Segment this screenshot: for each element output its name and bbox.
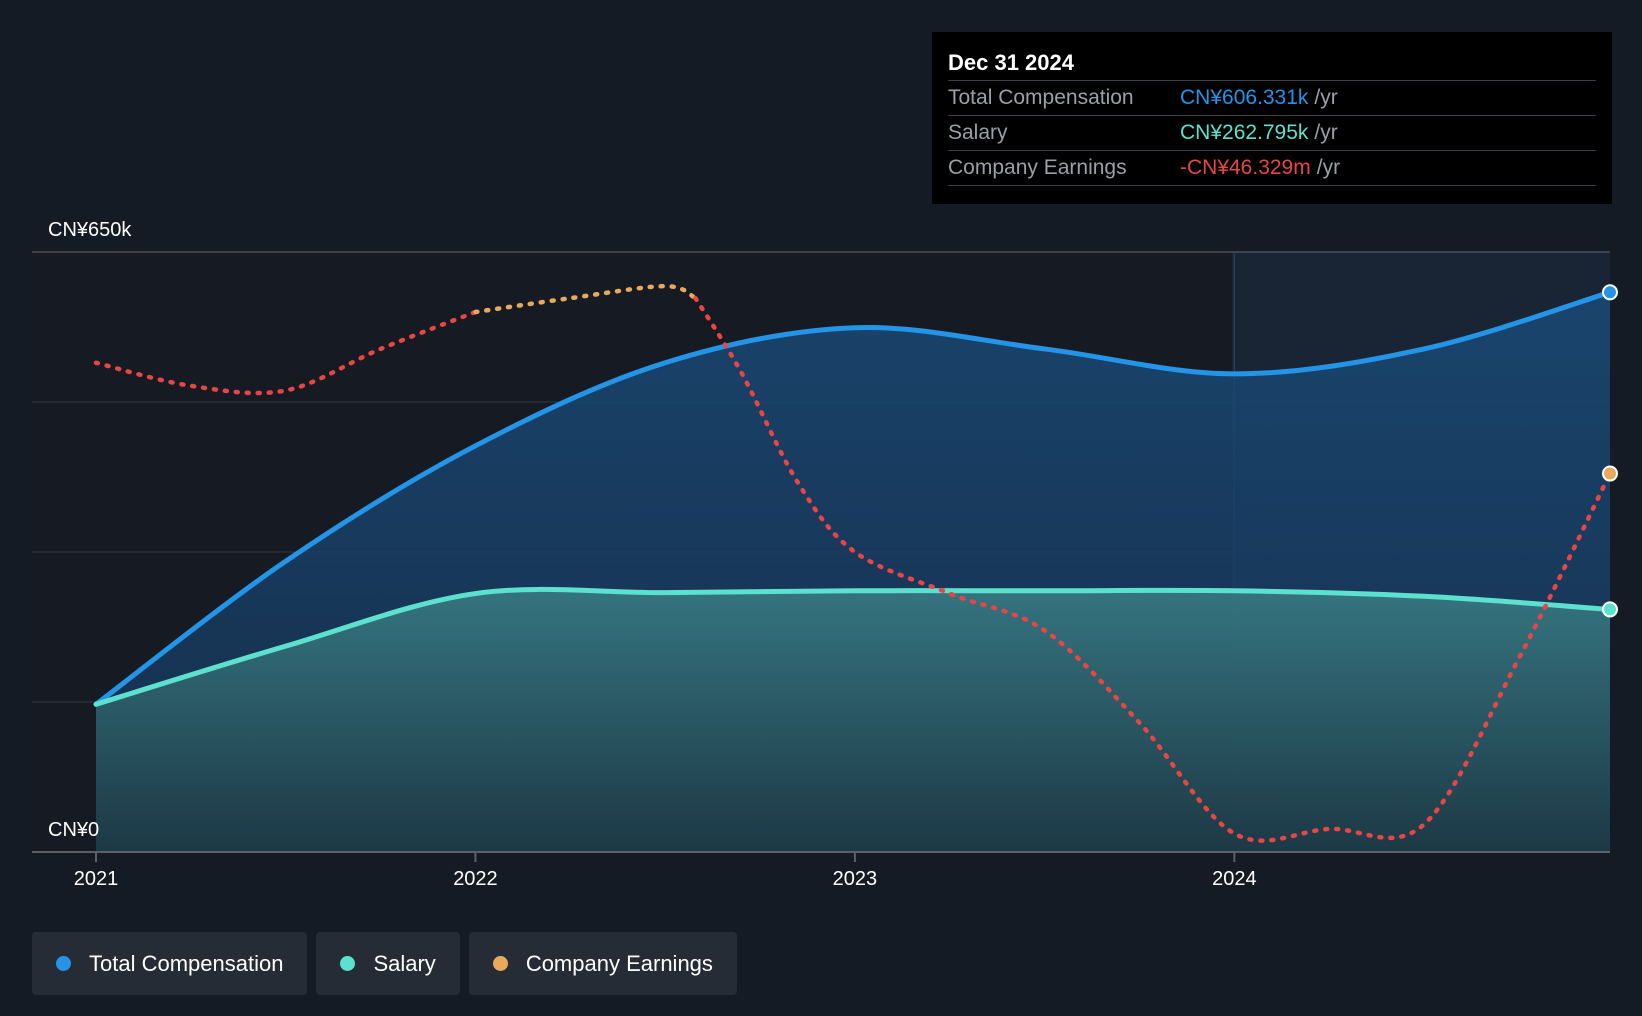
legend-dot-icon — [492, 956, 508, 971]
x-tick-label: 2024 — [1212, 868, 1257, 890]
chart-legend: Total Compensation Salary Company Earnin… — [32, 932, 737, 995]
line-salary — [93, 586, 1613, 707]
legend-item-salary[interactable]: Salary — [316, 932, 460, 995]
tooltip-label: Salary — [948, 121, 1008, 144]
tooltip-value: CN¥606.331k — [1180, 86, 1309, 109]
area-salary — [96, 589, 1610, 852]
line-total-compensation — [93, 289, 1613, 707]
tooltip-row-total-compensation: Total Compensation CN¥606.331k /yr — [948, 80, 1596, 115]
hover-tooltip: Dec 31 2024 Total Compensation CN¥606.33… — [932, 32, 1612, 204]
tooltip-date: Dec 31 2024 — [948, 50, 1074, 75]
series-lines — [93, 283, 1613, 843]
line-company-earnings-negative — [93, 309, 478, 396]
legend-item-total-compensation[interactable]: Total Compensation — [32, 932, 308, 995]
x-tick-label: 2021 — [74, 868, 119, 890]
endpoint-salary — [1602, 601, 1618, 618]
x-tick-label: 2022 — [453, 868, 498, 890]
tooltip-value: CN¥262.795k — [1180, 121, 1309, 144]
legend-label: Total Compensation — [89, 950, 284, 976]
legend-label: Company Earnings — [525, 950, 713, 976]
tooltip-label: Total Compensation — [948, 86, 1134, 109]
x-tick-label: 2023 — [833, 868, 878, 890]
endpoint-total-compensation — [1602, 284, 1618, 301]
tooltip-label: Company Earnings — [948, 156, 1127, 179]
legend-item-company-earnings[interactable]: Company Earnings — [468, 932, 737, 995]
y-axis-min-label: CN¥0 — [48, 819, 99, 841]
endpoint-company-earnings — [1602, 465, 1618, 482]
x-axis: 2021 2022 2023 2024 — [32, 851, 1610, 890]
legend-dot-icon — [340, 956, 356, 971]
tooltip-unit: /yr — [1314, 86, 1338, 109]
tooltip-row-company-earnings: Company Earnings -CN¥46.329m /yr — [948, 150, 1596, 186]
legend-dot-icon — [56, 956, 71, 971]
series-endpoints — [1602, 284, 1618, 618]
tooltip-value: -CN¥46.329m — [1180, 156, 1311, 179]
tooltip-unit: /yr — [1316, 156, 1341, 179]
tooltip-unit: /yr — [1314, 121, 1338, 144]
y-axis-max-label: CN¥650k — [48, 219, 132, 241]
tooltip-row-salary: Salary CN¥262.795k /yr — [948, 115, 1596, 150]
legend-label: Salary — [373, 950, 436, 976]
series-areas — [96, 292, 1610, 853]
line-company-earnings-negative — [693, 295, 1613, 843]
line-company-earnings-positive — [473, 283, 698, 315]
